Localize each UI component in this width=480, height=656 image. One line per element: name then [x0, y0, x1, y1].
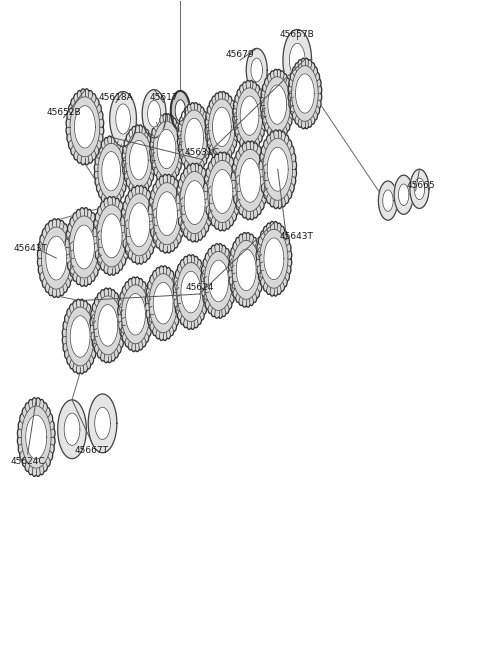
Polygon shape — [233, 81, 266, 151]
Polygon shape — [228, 232, 264, 307]
Polygon shape — [95, 407, 110, 440]
Polygon shape — [37, 218, 75, 297]
Polygon shape — [264, 238, 284, 279]
Polygon shape — [173, 255, 209, 329]
Text: 45657B: 45657B — [280, 30, 315, 39]
Polygon shape — [126, 293, 145, 335]
Polygon shape — [110, 92, 136, 146]
Text: 45624: 45624 — [185, 283, 214, 292]
Polygon shape — [116, 104, 131, 134]
Polygon shape — [175, 100, 186, 121]
Polygon shape — [118, 277, 153, 352]
Polygon shape — [70, 316, 90, 358]
Polygon shape — [88, 394, 117, 453]
Polygon shape — [17, 398, 55, 476]
Polygon shape — [171, 91, 190, 130]
Polygon shape — [58, 400, 86, 459]
Polygon shape — [26, 415, 47, 459]
Polygon shape — [204, 152, 241, 231]
Polygon shape — [240, 158, 261, 202]
Polygon shape — [289, 43, 305, 77]
Text: 45617: 45617 — [149, 93, 178, 102]
Polygon shape — [184, 180, 205, 224]
Text: 45643T: 45643T — [279, 232, 313, 241]
Polygon shape — [288, 58, 322, 129]
Polygon shape — [212, 169, 233, 213]
Text: 45624C: 45624C — [11, 457, 45, 466]
Polygon shape — [46, 236, 67, 280]
Polygon shape — [130, 140, 148, 180]
Polygon shape — [260, 70, 294, 140]
Polygon shape — [378, 181, 397, 220]
Polygon shape — [205, 91, 239, 162]
Polygon shape — [201, 243, 236, 318]
Polygon shape — [256, 222, 292, 296]
Text: 45679: 45679 — [226, 51, 254, 60]
Polygon shape — [148, 174, 186, 253]
Polygon shape — [283, 30, 312, 91]
Polygon shape — [153, 282, 173, 324]
Polygon shape — [102, 152, 120, 191]
Polygon shape — [129, 203, 150, 247]
Polygon shape — [236, 249, 256, 291]
Polygon shape — [231, 141, 269, 220]
Polygon shape — [251, 58, 263, 82]
Polygon shape — [383, 190, 393, 211]
Text: 45643T: 45643T — [14, 244, 48, 253]
Polygon shape — [268, 85, 287, 124]
Polygon shape — [157, 129, 176, 169]
Polygon shape — [66, 89, 104, 165]
Polygon shape — [177, 102, 211, 173]
Polygon shape — [122, 125, 156, 195]
Polygon shape — [213, 107, 231, 146]
Polygon shape — [101, 214, 122, 258]
Polygon shape — [74, 106, 96, 148]
Polygon shape — [93, 197, 131, 276]
Polygon shape — [398, 184, 409, 205]
Polygon shape — [94, 136, 128, 207]
Polygon shape — [73, 225, 95, 269]
Polygon shape — [296, 73, 314, 113]
Text: 45652B: 45652B — [46, 108, 81, 117]
Text: 45665: 45665 — [406, 181, 435, 190]
Polygon shape — [145, 266, 181, 340]
Polygon shape — [142, 90, 166, 138]
Polygon shape — [120, 186, 158, 264]
Polygon shape — [176, 163, 214, 242]
Polygon shape — [185, 118, 204, 157]
Polygon shape — [410, 169, 429, 209]
Text: 45618A: 45618A — [98, 93, 133, 102]
Polygon shape — [150, 113, 183, 184]
Polygon shape — [64, 413, 80, 445]
Text: 45631C: 45631C — [184, 148, 219, 157]
Polygon shape — [394, 175, 413, 215]
Polygon shape — [98, 304, 118, 346]
Polygon shape — [246, 49, 267, 92]
Polygon shape — [65, 208, 103, 287]
Polygon shape — [62, 299, 98, 374]
Polygon shape — [267, 148, 288, 192]
Polygon shape — [414, 178, 425, 199]
Text: 45667T: 45667T — [75, 446, 109, 455]
Polygon shape — [147, 100, 161, 127]
Polygon shape — [156, 192, 178, 236]
Polygon shape — [209, 260, 228, 302]
Polygon shape — [259, 130, 297, 209]
Polygon shape — [240, 96, 259, 135]
Polygon shape — [181, 271, 201, 313]
Polygon shape — [90, 288, 126, 363]
